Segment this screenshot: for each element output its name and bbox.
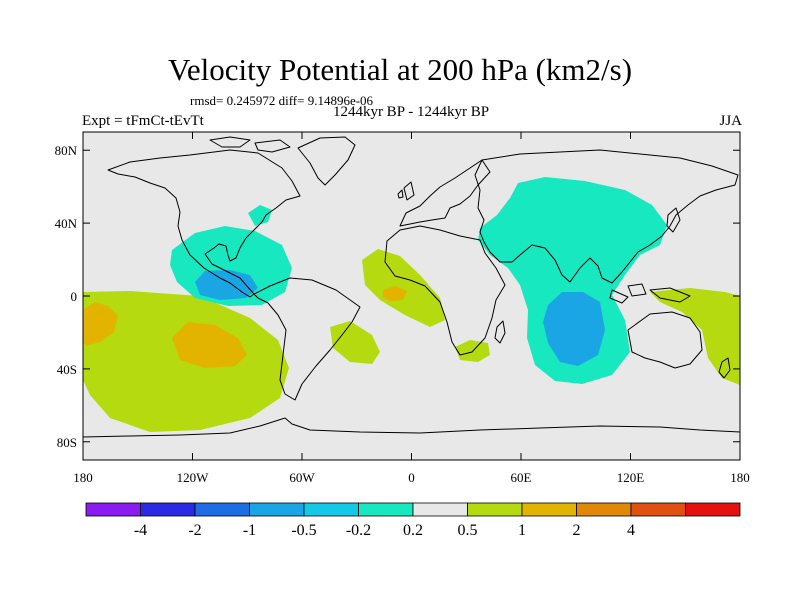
japan-coast (666, 207, 681, 233)
colorbar-label: 0.5 (458, 522, 478, 539)
lat-tick-label: 0 (71, 289, 78, 304)
experiment-label: Expt = tFmCt-tEvTt (82, 113, 204, 129)
positive-region-west-pacific (650, 288, 740, 385)
australia-coast (627, 311, 703, 369)
colorbar-swatch (576, 502, 632, 517)
colorbar-swatch (358, 502, 414, 517)
period-subtitle: 1244kyr BP - 1244kyr BP (332, 104, 490, 120)
positive-region-south-atlantic (330, 321, 380, 364)
colorbar-swatch (303, 502, 359, 517)
colorbar-swatch (140, 502, 196, 517)
lat-tick-label: 80N (55, 143, 78, 158)
asia-coast (474, 149, 739, 284)
anomaly-fields (83, 177, 740, 432)
orange-region-west-edge (83, 302, 118, 346)
colorbar-label: 4 (627, 522, 635, 539)
canada-islands-coast (209, 136, 291, 153)
orange-region-atlantic (383, 286, 407, 301)
colorbar-swatch (521, 502, 577, 517)
lon-tick-label: 120W (177, 470, 210, 485)
greenland-coast (297, 136, 356, 186)
south-america-coast (253, 277, 361, 401)
colorbar-label: 0.2 (403, 522, 423, 539)
lat-tick-label: 80S (57, 435, 77, 450)
maritime-continent-coast (609, 283, 691, 304)
colorbar-label: -4 (134, 522, 147, 539)
colorbar: -4 -2 -1 -0.5 -0.2 0.2 0.5 1 2 4 (85, 502, 741, 539)
colorbar-label: -1 (243, 522, 256, 539)
negative-region-north-atlantic (248, 205, 272, 226)
lon-tick-label: 120E (617, 470, 645, 485)
stats-text: rmsd= 0.245972 diff= 9.14896e-06 (190, 93, 374, 108)
season-label: JJA (719, 113, 742, 129)
blue-region-indian-ocean (543, 292, 605, 366)
africa-coast (384, 225, 506, 356)
colorbar-swatch (85, 502, 141, 517)
colorbar-swatch (249, 502, 305, 517)
colorbar-swatch (194, 502, 250, 517)
lat-tick-label: 40N (55, 216, 78, 231)
negative-region-asia (478, 177, 667, 384)
axis-ticks: 80N 40N 0 40S 80S 180 120W 60W 0 60E 120E 180 (55, 132, 750, 485)
lon-tick-label: 60W (289, 470, 315, 485)
colorbar-swatch (630, 502, 686, 517)
colorbar-swatch (685, 502, 741, 517)
colorbar-label: -0.2 (346, 522, 371, 539)
colorbar-label: 1 (518, 522, 526, 539)
antarctica-coast (83, 417, 740, 438)
colorbar-label: 2 (573, 522, 581, 539)
colorbar-label: -2 (188, 522, 201, 539)
british-isles-coast (397, 181, 415, 201)
lon-tick-label: 0 (408, 470, 415, 485)
positive-region-atlantic-equator (362, 249, 445, 327)
europe-coast (399, 159, 491, 227)
new-zealand-coast (718, 357, 731, 379)
lon-tick-label: 180 (730, 470, 750, 485)
lon-tick-label: 60E (511, 470, 532, 485)
map-title: Velocity Potential at 200 hPa (km2/s) (167, 52, 633, 87)
lat-tick-label: 40S (57, 362, 77, 377)
colorbar-swatch (412, 502, 468, 517)
madagascar-coast (494, 320, 506, 344)
orange-region-central-pacific (172, 322, 247, 368)
colorbar-label: -0.5 (291, 522, 316, 539)
north-america-coast (107, 149, 301, 298)
coastlines (83, 136, 740, 438)
colorbar-swatch (467, 502, 523, 517)
lon-tick-label: 180 (73, 470, 93, 485)
